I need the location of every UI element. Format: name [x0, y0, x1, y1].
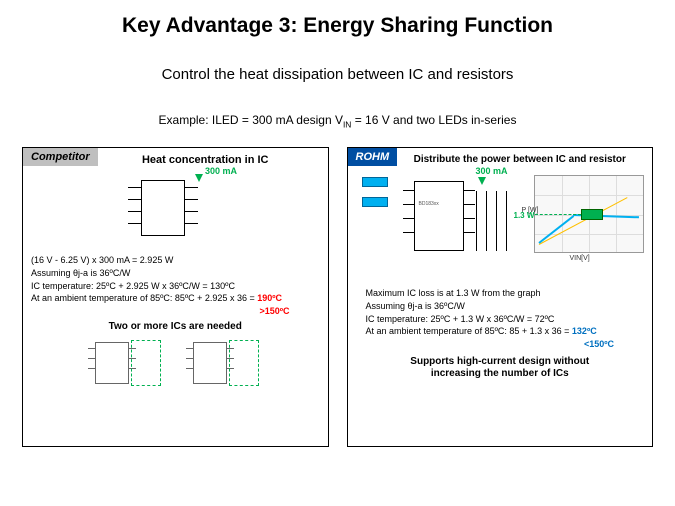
dashed-highlight [131, 340, 161, 386]
current-label: 300 mA [476, 166, 508, 176]
rohm-header: Distribute the power between IC and resi… [388, 148, 653, 169]
rohm-tag: ROHM [348, 148, 398, 166]
bottom-line: Supports high-current design without [348, 356, 653, 368]
example-suffix: = 16 V and two LEDs in-series [351, 113, 516, 127]
calc-result-value: 132ºC [572, 326, 597, 336]
calc-threshold: >150ºC [31, 305, 320, 318]
ic-block [141, 180, 185, 236]
resistor-icon [581, 209, 603, 220]
slide-title: Key Advantage 3: Energy Sharing Function [0, 0, 675, 38]
calc-threshold: <150ºC [366, 338, 645, 351]
calc-line: Maximum IC loss is at 1.3 W from the gra… [366, 287, 645, 300]
rohm-panel: ROHM Distribute the power between IC and… [347, 147, 654, 447]
calc-prefix: At an ambient temperature of 85ºC: 85ºC … [31, 293, 257, 303]
power-label: 1.3 W [514, 211, 535, 220]
rohm-bottom-label: Supports high-current design without inc… [348, 352, 653, 380]
power-graph [534, 175, 644, 253]
rohm-diagram: BD183xx 300 mA [348, 169, 653, 285]
competitor-panel: Competitor Heat concentration in IC 300 … [22, 147, 329, 447]
competitor-mid-label: Two or more ICs are needed [23, 319, 328, 334]
arrow-icon [478, 177, 486, 185]
graph-xlabel: VIN[V] [570, 255, 590, 262]
arrow-icon [195, 174, 203, 182]
current-label: 300 mA [205, 166, 237, 176]
competitor-tag: Competitor [23, 148, 98, 166]
calc-prefix: At an ambient temperature of 85ºC: 85 + … [366, 326, 572, 336]
calc-line: IC temperature: 25ºC + 2.925 W x 36ºC/W … [31, 280, 320, 293]
calc-line: (16 V - 6.25 V) x 300 mA = 2.925 W [31, 254, 320, 267]
ic-block: BD183xx [414, 181, 464, 251]
bottom-line: increasing the number of ICs [348, 368, 653, 380]
resistor-icon [362, 177, 388, 187]
slide-subtitle: Control the heat dissipation between IC … [0, 38, 675, 83]
ic-block [193, 342, 227, 384]
calc-line: IC temperature: 25ºC + 1.3 W x 36ºC/W = … [366, 313, 645, 326]
example-line: Example: ILED = 300 mA design VIN = 16 V… [0, 83, 675, 129]
panels-row: Competitor Heat concentration in IC 300 … [0, 129, 675, 447]
competitor-diagram: 300 mA [23, 170, 328, 248]
example-prefix: Example: ILED = 300 mA design V [159, 113, 343, 127]
calc-line: Assuming θj-a is 36ºC/W [31, 267, 320, 280]
dashed-highlight [229, 340, 259, 386]
competitor-bottom-diagram [23, 334, 328, 396]
calc-result-value: 190ºC [257, 293, 282, 303]
rohm-calc: Maximum IC loss is at 1.3 W from the gra… [348, 285, 653, 352]
calc-line: At an ambient temperature of 85ºC: 85ºC … [31, 292, 320, 305]
competitor-calc: (16 V - 6.25 V) x 300 mA = 2.925 W Assum… [23, 248, 328, 319]
ic-block [95, 342, 129, 384]
calc-line: At an ambient temperature of 85ºC: 85 + … [366, 325, 645, 338]
resistor-icon [362, 197, 388, 207]
calc-line: Assuming θj-a is 36ºC/W [366, 300, 645, 313]
